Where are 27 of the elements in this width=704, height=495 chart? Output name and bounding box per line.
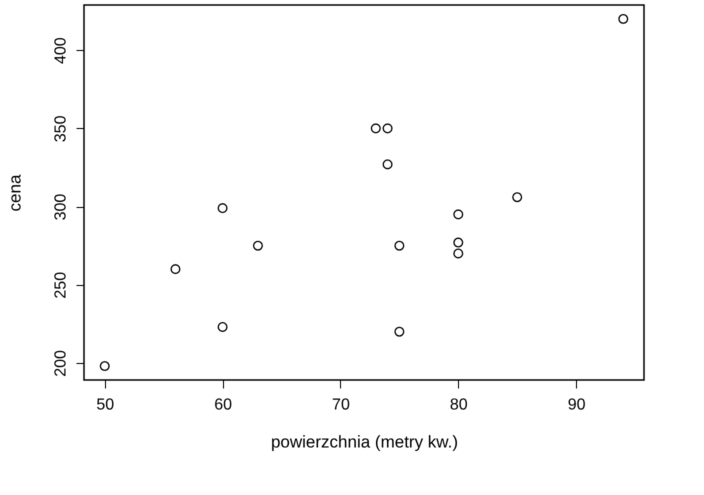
x-tick-label: 70 [332,396,350,414]
point [453,209,464,220]
point [394,240,404,251]
y-tick-label: 200 [52,350,70,377]
y-tick-label: 300 [52,194,70,220]
point [512,192,522,202]
y-axis-title: cena [6,174,24,212]
x-axis-title: powierzchnia (metry kw.) [270,432,458,452]
y-tick-label: 250 [52,272,70,299]
x-tick-label: 60 [214,396,232,414]
point [382,159,393,170]
point [370,123,381,134]
point [382,123,393,134]
point [100,361,110,372]
point [218,322,228,332]
point [453,248,464,258]
point [618,14,628,24]
x-tick-label: 80 [450,396,468,414]
x-tick-label: 90 [568,396,586,414]
point [218,203,228,214]
y-tick-label: 350 [52,115,70,142]
y-tick-label: 400 [52,37,70,64]
x-tick-label: 50 [96,396,114,414]
point [170,264,180,274]
point [252,240,263,251]
point [453,238,464,248]
point [394,326,404,337]
